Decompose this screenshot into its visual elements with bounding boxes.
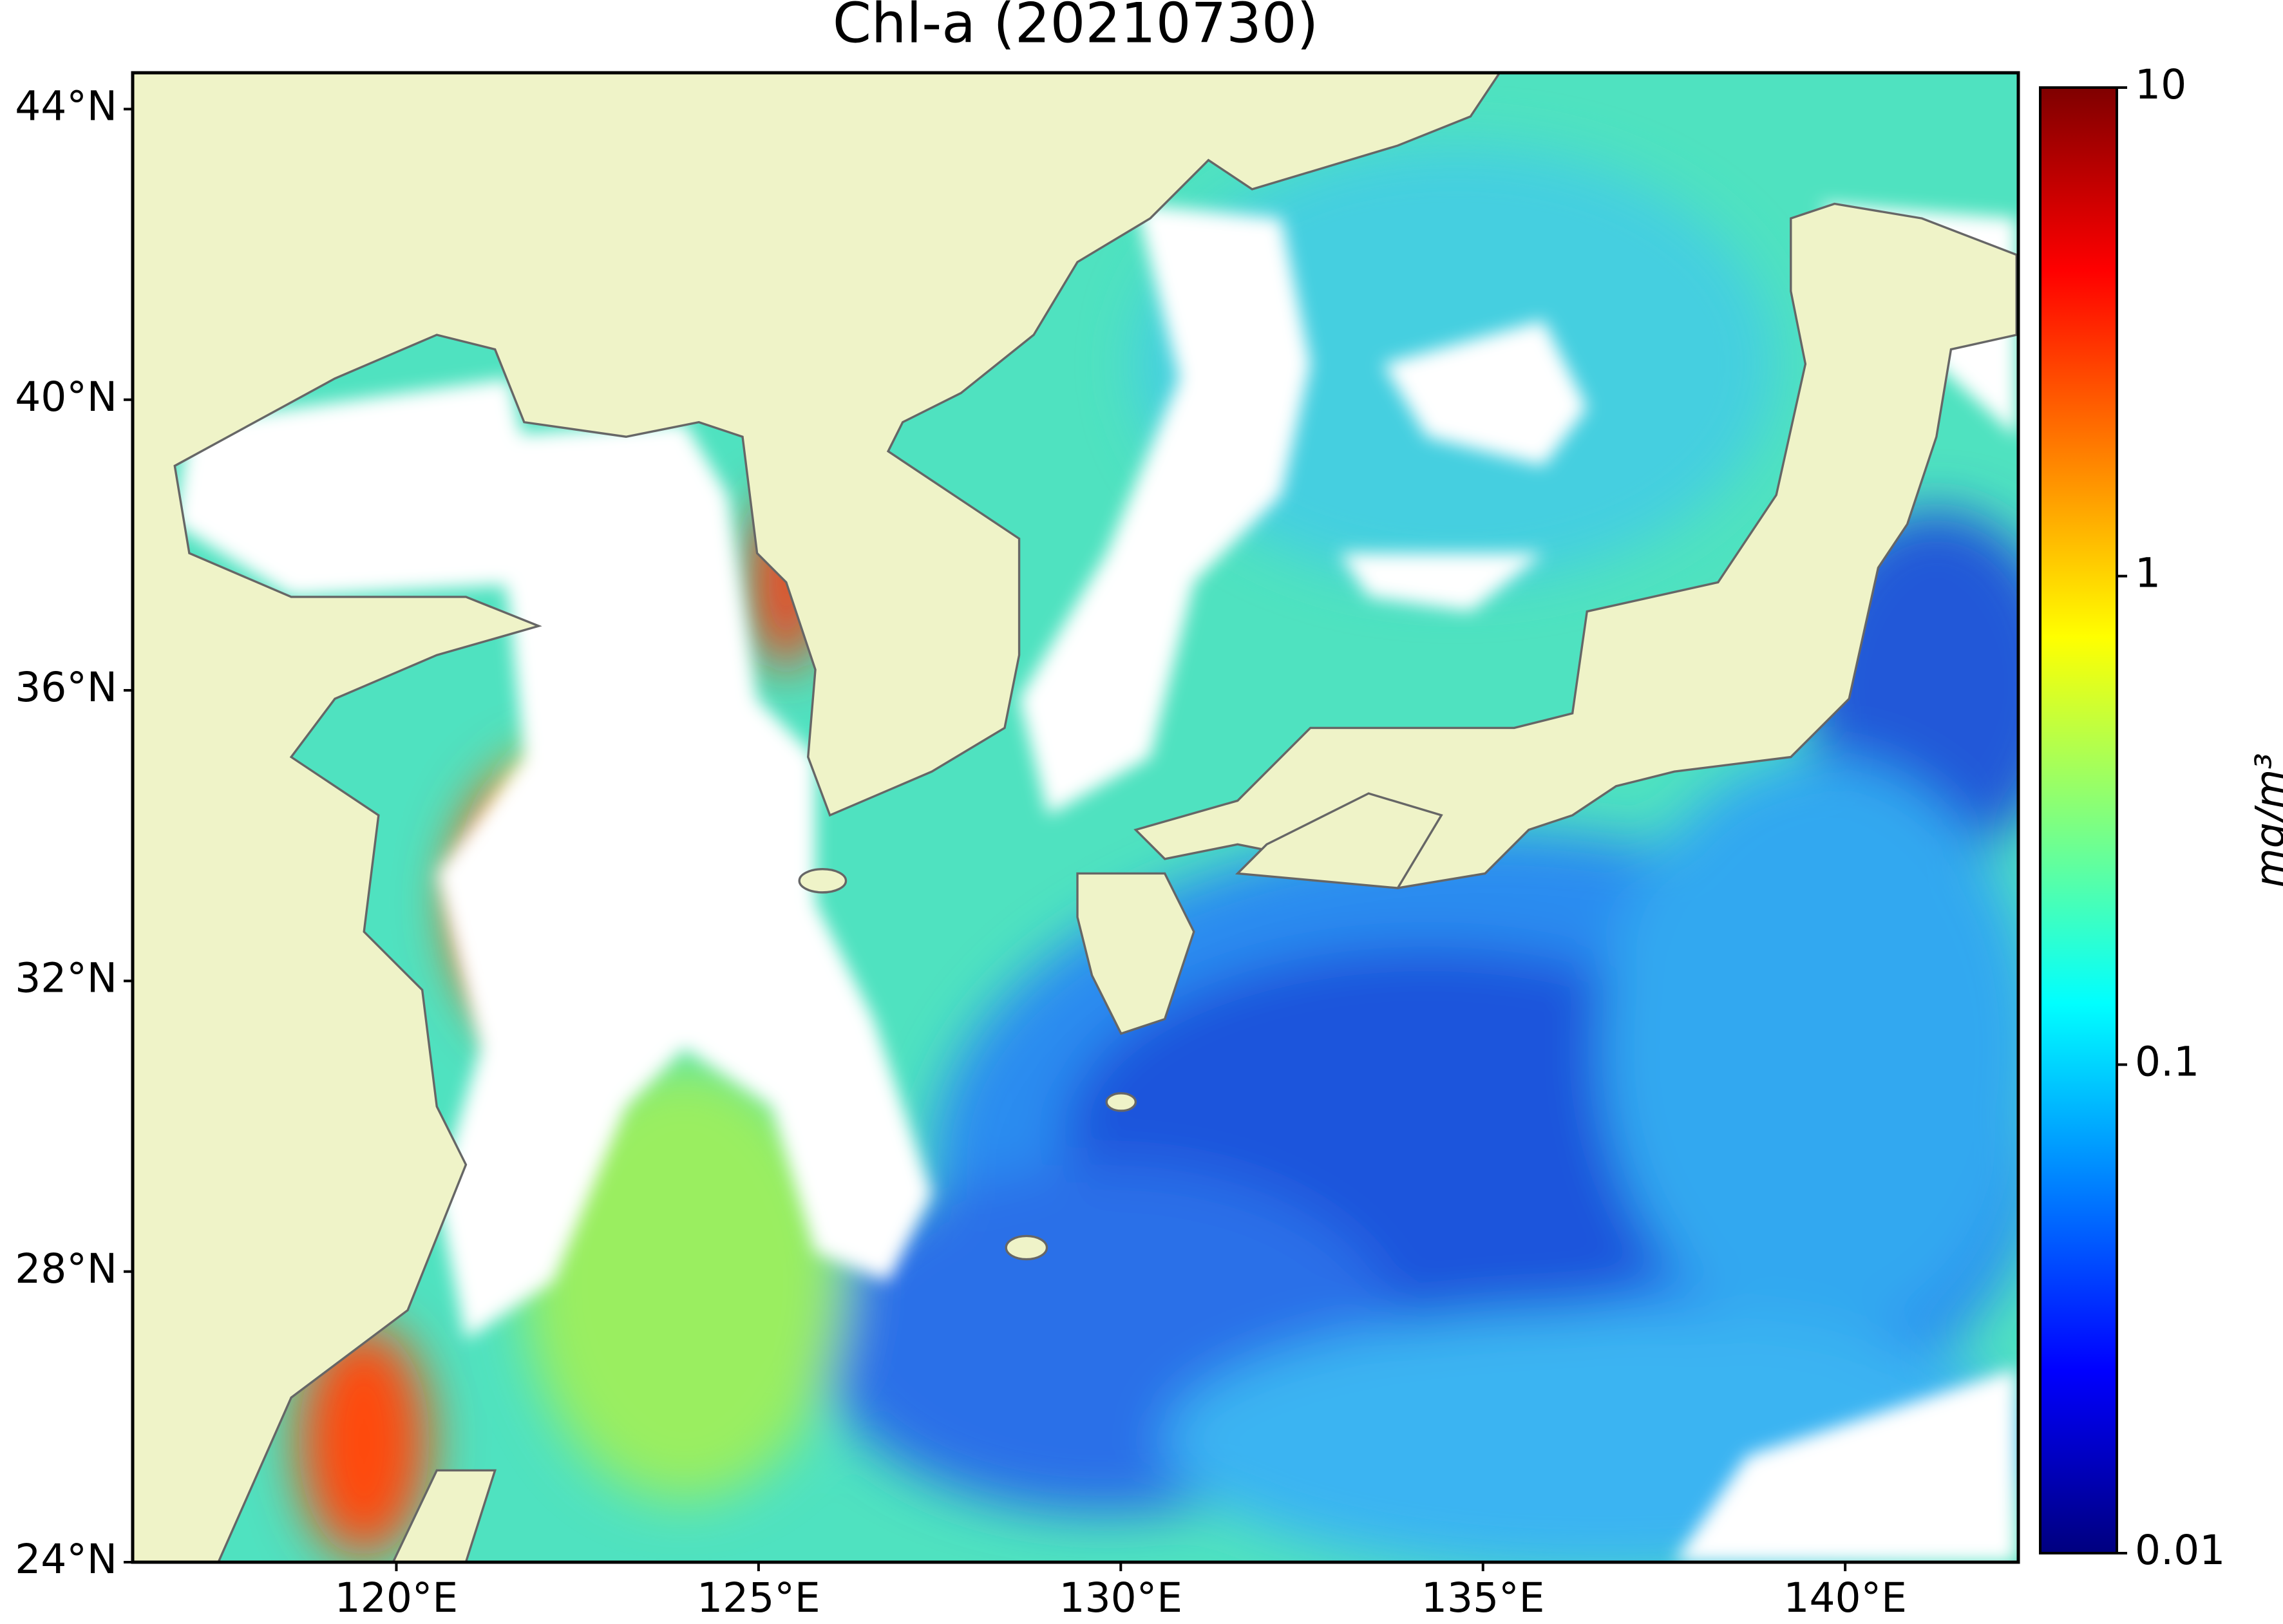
chart-title: Chl-a (20210730) <box>833 0 1318 55</box>
colorbar-tick-label: 10 <box>2135 61 2186 108</box>
y-tick-label: 40°N <box>15 373 117 420</box>
x-tick-label: 120°E <box>335 1574 459 1621</box>
colorbar-tick-label: 0.1 <box>2135 1038 2199 1085</box>
land <box>132 73 2018 1562</box>
x-tick-label: 130°E <box>1059 1574 1183 1621</box>
colorbar-tick-label: 1 <box>2135 550 2161 597</box>
map <box>132 73 2018 1562</box>
y-tick-label: 44°N <box>15 82 117 129</box>
x-tick-label: 125°E <box>697 1574 820 1621</box>
y-tick-label: 24°N <box>15 1536 117 1583</box>
colorbar-label: mg/m³ <box>2247 753 2283 887</box>
colorbar-tick-label: 0.01 <box>2135 1527 2225 1574</box>
plot-frame <box>131 71 2020 1564</box>
x-tick-label: 140°E <box>1783 1574 1907 1621</box>
y-tick-label: 36°N <box>15 664 117 711</box>
colorbar <box>2039 86 2118 1554</box>
x-tick-label: 135°E <box>1421 1574 1545 1621</box>
y-tick-label: 32°N <box>15 954 117 1001</box>
y-tick-label: 28°N <box>15 1245 117 1292</box>
